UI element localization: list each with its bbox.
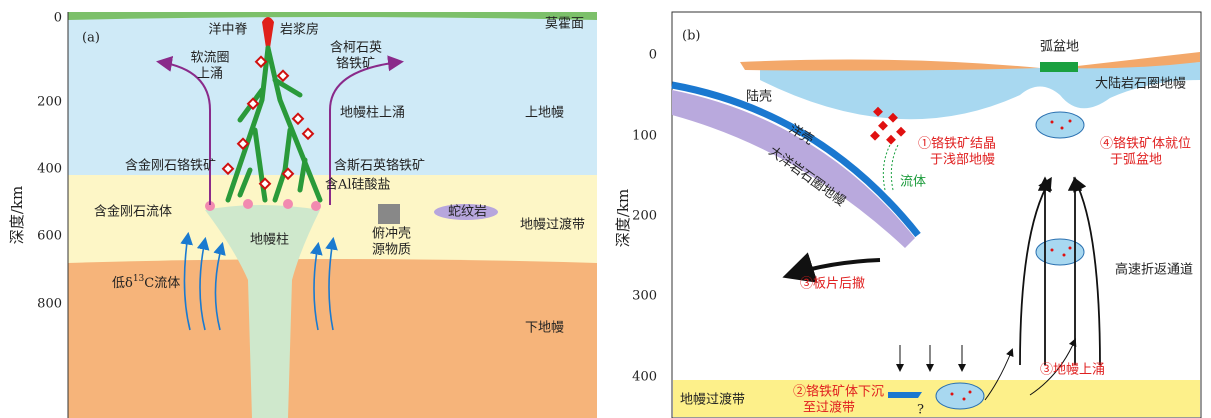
y-tick-label: 300 — [632, 289, 657, 304]
arc-basin-label: 弧盆地 — [1040, 40, 1079, 55]
sinking-body — [888, 392, 922, 398]
rollback-label: ③板片后撤 — [800, 276, 865, 292]
ridge-label: 洋中脊 — [208, 23, 247, 38]
moho-label: 莫霍面 — [545, 17, 584, 32]
y-tick-label: 0 — [649, 48, 657, 63]
low-c-fluid-label: 低δ13C流体 — [112, 274, 180, 291]
y-tick-label: 200 — [632, 209, 657, 224]
step4-label: ④铬铁矿体就位 — [1100, 136, 1191, 152]
y-tick-label: 400 — [37, 162, 62, 177]
arc-basin-shape — [1040, 62, 1078, 72]
y-tick-label: 200 — [37, 95, 62, 110]
subducted-crust-shape — [378, 204, 400, 224]
upwelling-label: ③地幔上涌 — [1040, 363, 1105, 378]
low-c-part: C流体 — [144, 276, 180, 291]
diamond-fluid-label: 含金刚石流体 — [94, 204, 172, 220]
fluid-label: 流体 — [900, 175, 926, 190]
transition-zone-label: 地幔过渡带 — [520, 217, 585, 233]
y-tick-label: 0 — [54, 11, 62, 26]
question-mark: ? — [917, 403, 924, 418]
plume-label: 地幔柱 — [250, 233, 289, 248]
low-c-part: 13 — [133, 274, 145, 284]
asthenosphere-label: 上涌 — [197, 67, 223, 82]
page: {"panel_a":{"label":"(a)","y_axis_label"… — [0, 0, 1211, 418]
panel-b: 0 100 200 300 400 深度/km (b) 陆壳 弧盆地 大陆岩石圈… — [614, 12, 1201, 418]
coesite-label: 含柯石英 — [330, 40, 382, 56]
subducted-crust-label: 俯冲壳 — [372, 226, 411, 242]
lower-mantle-label: 下地幔 — [525, 321, 564, 336]
al-silicate-label: 含Al硅酸盐 — [325, 177, 391, 193]
upper-mantle-label: 上地幔 — [525, 106, 564, 121]
y-axis-label: 深度/km — [8, 186, 26, 244]
step2-label: 至过渡带 — [803, 400, 855, 416]
coesite-label: 铬铁矿 — [336, 56, 375, 72]
panel-label: (b) — [682, 29, 700, 44]
panel-a: 0 200 400 600 800 深度/km (a) 莫霍面 洋中脊 岩浆房 … — [8, 11, 597, 418]
y-tick-label: 600 — [37, 229, 62, 244]
continental-crust-label: 陆壳 — [746, 89, 772, 105]
panel-label: (a) — [82, 31, 100, 46]
plume-upwelling-label: 地幔柱上涌 — [340, 106, 405, 121]
continental-lithosphere-label: 大陆岩石圈地幔 — [1095, 76, 1186, 92]
step2-label: ②铬铁矿体下沉 — [793, 384, 884, 400]
y-axis-label: 深度/km — [614, 189, 632, 247]
transition-zone-label: 地幔过渡带 — [680, 392, 745, 408]
magma-label: 岩浆房 — [280, 22, 319, 38]
low-c-part: 低δ — [112, 276, 133, 291]
asthenosphere-label: 软流圈 — [190, 51, 229, 66]
step1-label: ①铬铁矿结晶 — [918, 136, 996, 152]
y-tick-label: 800 — [37, 297, 62, 312]
step4-label: 于弧盆地 — [1110, 153, 1162, 168]
channel-label: 高速折返通道 — [1115, 262, 1193, 278]
y-tick-label: 100 — [632, 129, 657, 144]
stishovite-label: 含斯石英铬铁矿 — [334, 158, 425, 174]
diamond-chromitite-label: 含金刚石铬铁矿 — [125, 158, 216, 174]
step1-label: 于浅部地幔 — [930, 153, 995, 168]
figure: 0 200 400 600 800 深度/km (a) 莫霍面 洋中脊 岩浆房 … — [0, 0, 1211, 418]
serpentinite-label: 蛇纹岩 — [448, 205, 487, 220]
subducted-crust-label: 源物质 — [372, 243, 411, 258]
y-tick-label: 400 — [632, 370, 657, 385]
